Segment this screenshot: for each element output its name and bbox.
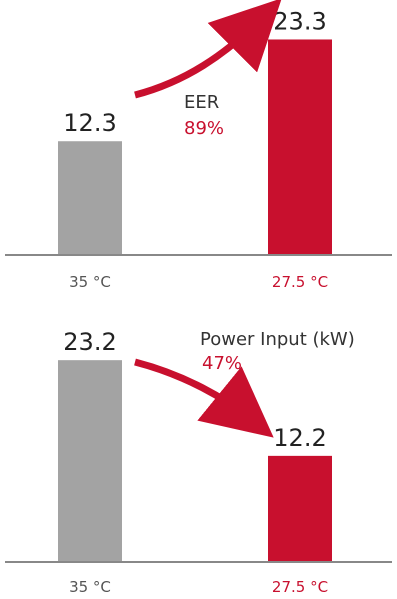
metric-label-power-input: Power Input (kW) (200, 329, 355, 350)
power-input-chart: 23.2 12.2 35 °C 27.5 °C Power Input (kW)… (0, 300, 397, 599)
power-input-chart-svg: 23.2 12.2 35 °C 27.5 °C Power Input (kW)… (5, 328, 392, 596)
data-label-27-5c: 12.2 (273, 424, 326, 452)
decrease-arrow (134, 358, 274, 438)
tick-label-35c: 35 °C (69, 273, 111, 291)
change-percent-eer: 89% (184, 118, 224, 139)
bar-35c (58, 141, 122, 255)
bar-35c (58, 360, 122, 562)
bar-27-5c (268, 39, 332, 255)
eer-chart-svg: 12.3 23.3 35 °C 27.5 °C EER 89% (5, 0, 392, 291)
change-percent-power-input: 47% (202, 353, 242, 374)
data-label-35c: 23.2 (63, 328, 116, 356)
data-label-35c: 12.3 (63, 109, 116, 137)
eer-chart: 12.3 23.3 35 °C 27.5 °C EER 89% (5, 0, 392, 291)
increase-arrow (134, 0, 282, 99)
tick-label-27-5c: 27.5 °C (272, 273, 328, 291)
tick-label-35c: 35 °C (69, 578, 111, 596)
bar-27-5c (268, 455, 332, 562)
data-label-27-5c: 23.3 (273, 7, 326, 35)
tick-label-27-5c: 27.5 °C (272, 578, 328, 596)
metric-label-eer: EER (184, 92, 219, 113)
